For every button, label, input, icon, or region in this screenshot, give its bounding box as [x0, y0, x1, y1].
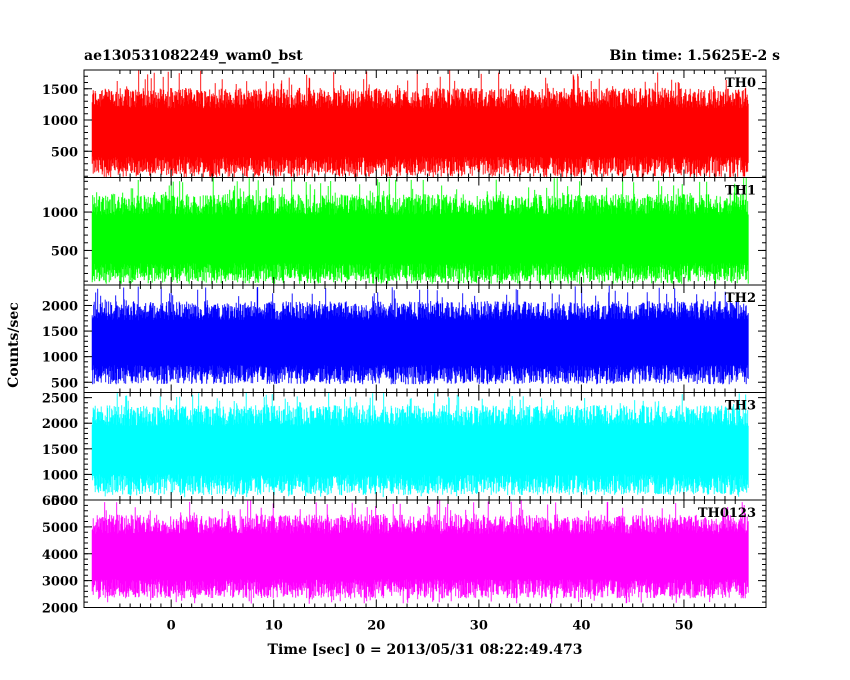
y-tick-label-th0123: 4000: [42, 548, 78, 563]
y-tick-label-th2: 2000: [42, 299, 78, 314]
panel-th1: 500 1000 TH1: [42, 177, 767, 286]
y-tick-label-th0123: 2000: [42, 602, 78, 617]
y-tick-label-th3: 2500: [42, 392, 78, 407]
x-axis: 0 10 20 30 40 50: [167, 619, 693, 634]
series-trace-th0: [91, 70, 749, 178]
panels-group: 500 1000 1500 TH0 500 1000 TH1 500 1000 1500 2000 T…: [42, 69, 767, 617]
x-axis-title: Time [sec] 0 = 2013/05/31 08:22:49.473: [268, 642, 583, 658]
y-tick-label-th3: 500: [51, 494, 78, 509]
y-tick-label-th1: 1000: [42, 206, 78, 221]
y-tick-label-th3: 1500: [42, 443, 78, 458]
series-trace-th1: [91, 177, 749, 284]
panel-th0123: 2000 3000 4000 5000 6000 TH0123: [42, 494, 767, 617]
x-tick-label: 40: [572, 619, 590, 634]
x-tick-label: 10: [265, 619, 283, 634]
panel-label-th3: TH3: [725, 399, 756, 414]
panel-label-th0: TH0: [725, 76, 756, 91]
x-tick-label: 30: [470, 619, 488, 634]
y-tick-label-th2: 500: [51, 376, 78, 391]
y-tick-label-th1: 500: [51, 244, 78, 259]
y-tick-label-th0123: 6000: [42, 494, 78, 509]
y-tick-label-th0123: 3000: [42, 575, 78, 590]
y-tick-label-th0123: 5000: [42, 521, 78, 536]
x-tick-label: 0: [167, 619, 176, 634]
y-tick-label-th0: 500: [51, 145, 78, 160]
y-tick-label-th2: 1000: [42, 351, 78, 366]
series-trace-th0123: [91, 500, 749, 604]
panel-label-th1: TH1: [725, 184, 756, 199]
y-tick-label-th2: 1500: [42, 325, 78, 340]
series-trace-th3: [91, 392, 749, 498]
chart-title-left: ae130531082249_wam0_bst: [84, 48, 303, 64]
y-tick-label-th0: 1000: [42, 114, 78, 129]
x-tick-label: 50: [675, 619, 693, 634]
y-tick-label-th0: 1500: [42, 83, 78, 98]
y-tick-label-th3: 1000: [42, 468, 78, 483]
panel-th3: 500 1000 1500 2000 2500 TH3: [42, 392, 767, 509]
y-tick-label-th3: 2000: [42, 417, 78, 432]
panel-label-th0123: TH0123: [698, 506, 756, 521]
chart-title-right: Bin time: 1.5625E-2 s: [609, 48, 780, 64]
x-tick-label: 20: [367, 619, 385, 634]
panel-th0: 500 1000 1500 TH0: [42, 69, 767, 178]
panel-label-th2: TH2: [725, 291, 756, 306]
y-axis-title: Counts/sec: [6, 302, 22, 388]
panel-th2: 500 1000 1500 2000 TH2: [42, 284, 767, 393]
series-trace-th2: [91, 285, 749, 385]
